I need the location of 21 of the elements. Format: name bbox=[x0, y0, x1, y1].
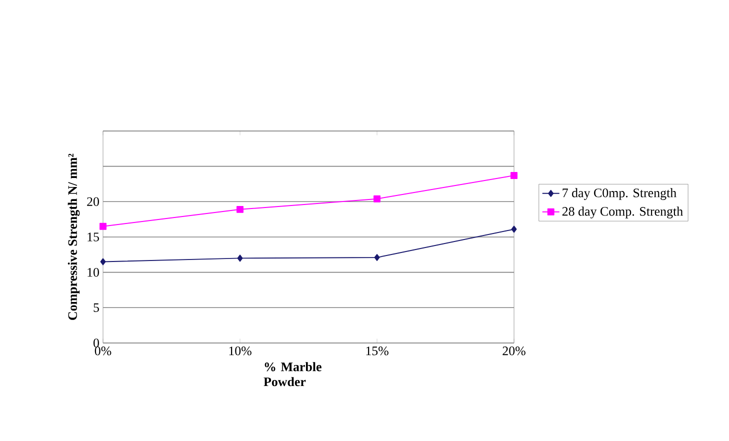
y-tick-label: 20 bbox=[87, 197, 99, 206]
point bbox=[236, 206, 244, 213]
x-tick-label: 10% bbox=[229, 346, 252, 356]
legend-label: 7 day C0mp. Strength bbox=[562, 188, 676, 200]
y-tick-label: 0 bbox=[94, 338, 99, 348]
point bbox=[100, 258, 106, 266]
legend-label: 28 day Comp. Strength bbox=[562, 206, 683, 218]
y-tick-label: 5 bbox=[94, 303, 99, 312]
point bbox=[100, 222, 106, 230]
x-tick-label: 15% bbox=[366, 346, 388, 356]
y-tick-label: 10 bbox=[88, 268, 99, 277]
y-tick-label: 15 bbox=[88, 232, 99, 242]
point bbox=[374, 195, 380, 202]
y-axis-title: Compressive Strength N/ mm² bbox=[68, 154, 80, 320]
point bbox=[510, 172, 518, 179]
point bbox=[237, 254, 243, 262]
point bbox=[374, 254, 380, 261]
x-tick-label: 0% bbox=[94, 346, 112, 356]
x-tick-label: 20% bbox=[502, 346, 526, 356]
x-axis-title: % Marble Powder bbox=[264, 362, 322, 386]
point bbox=[511, 226, 517, 233]
